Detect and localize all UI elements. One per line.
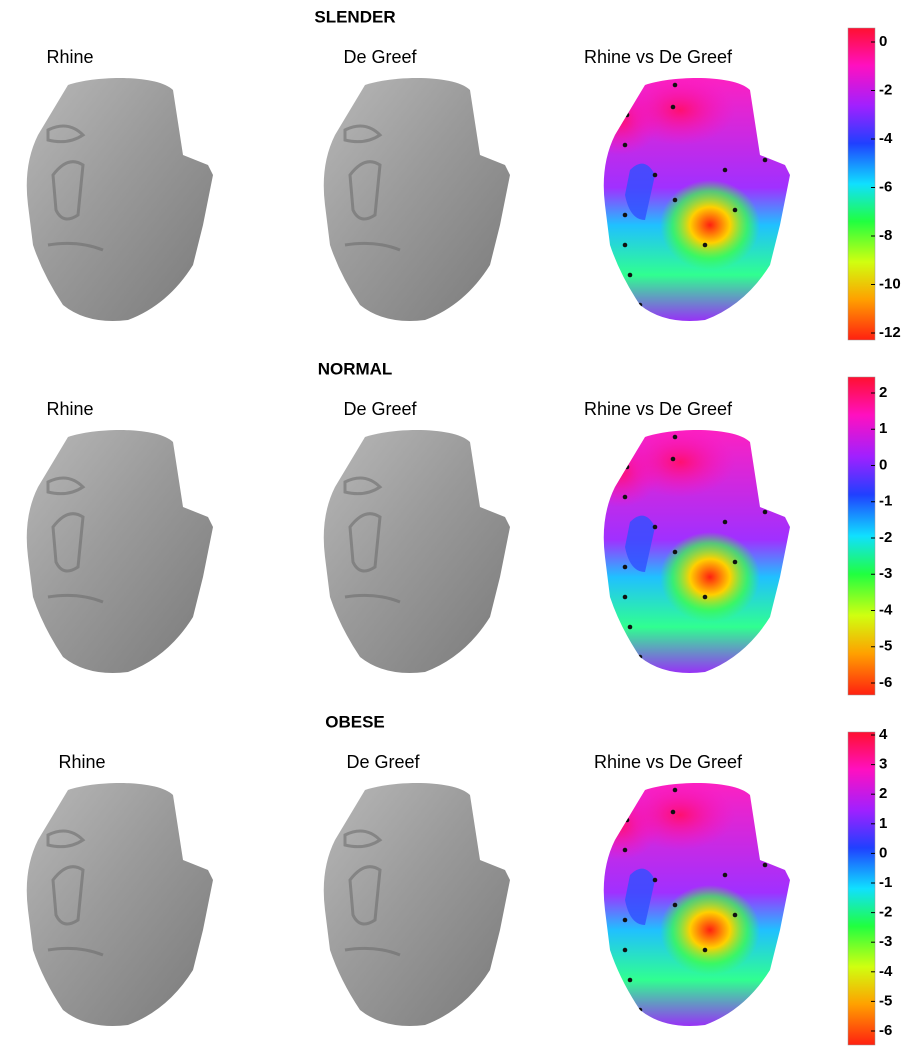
colorbar-tick-label: -5 [879, 992, 892, 1009]
colorbar-tick-label: 1 [879, 420, 887, 437]
colorbar-tick-label: -2 [879, 81, 892, 98]
colorbar-tick-label: 2 [879, 785, 887, 802]
colorbar-tick-label: -2 [879, 529, 892, 546]
panel-label: Rhine [58, 752, 105, 772]
panel-label: De Greef [346, 752, 420, 772]
face-render [323, 783, 510, 1026]
colorbar [847, 731, 876, 1046]
face-render [26, 78, 213, 322]
colorbar-tick-label: -10 [879, 275, 901, 292]
panel-row: NORMAL Rhine De Greef Rhine vs De Greef 2 1 0 -… [26, 359, 893, 696]
colorbar-tick-label: -3 [879, 933, 892, 950]
row-title: NORMAL [318, 359, 393, 378]
panel-label: Rhine vs De Greef [594, 752, 743, 772]
colorbar-tick-label: -6 [879, 178, 892, 195]
colorbar-tick-label: -4 [879, 130, 893, 147]
face-render [26, 783, 213, 1026]
colorbar-tick-label: 0 [879, 844, 887, 861]
panel-row: SLENDER Rhine De Greef Rhine vs De Greef 0 -2… [26, 7, 901, 341]
colorbar-tick-label: -6 [879, 1022, 892, 1039]
colorbar-tick-label: -3 [879, 565, 892, 582]
face-render [323, 430, 510, 673]
colorbar-tick-label: -2 [879, 904, 892, 921]
colorbar-tick-label: 2 [879, 384, 887, 401]
colorbar-tick-label: 3 [879, 756, 887, 773]
colorbar-tick-label: -12 [879, 324, 901, 341]
panel-label: De Greef [343, 47, 417, 67]
row-title: SLENDER [314, 7, 395, 26]
colorbar-tick-label: 4 [879, 726, 888, 743]
colorbar-tick-label: -6 [879, 674, 892, 691]
colorbar-tick-label: -1 [879, 493, 892, 510]
heatmap-face [603, 783, 790, 1027]
row-title: OBESE [325, 712, 385, 731]
colorbar-tick-label: 0 [879, 456, 887, 473]
colorbar [847, 27, 876, 341]
colorbar-tick-label: -4 [879, 601, 893, 618]
panel-label: Rhine [46, 47, 93, 67]
panel-row: OBESE Rhine De Greef Rhine vs De Greef 4 3 2 1 0… [26, 712, 893, 1046]
heatmap-face [603, 78, 790, 322]
colorbar-tick-label: -4 [879, 963, 893, 980]
face-render [323, 78, 510, 322]
panel-label: Rhine vs De Greef [584, 47, 733, 67]
panel-label: De Greef [343, 399, 417, 419]
heatmap-face [603, 430, 790, 674]
panel-label: Rhine vs De Greef [584, 399, 733, 419]
colorbar-tick-label: -1 [879, 874, 892, 891]
colorbar-tick-label: 0 [879, 33, 887, 50]
colorbar [847, 376, 876, 696]
colorbar-tick-label: -8 [879, 227, 892, 244]
colorbar-tick-label: -5 [879, 638, 892, 655]
face-render [26, 430, 213, 673]
panel-label: Rhine [46, 399, 93, 419]
colorbar-tick-label: 1 [879, 815, 887, 832]
